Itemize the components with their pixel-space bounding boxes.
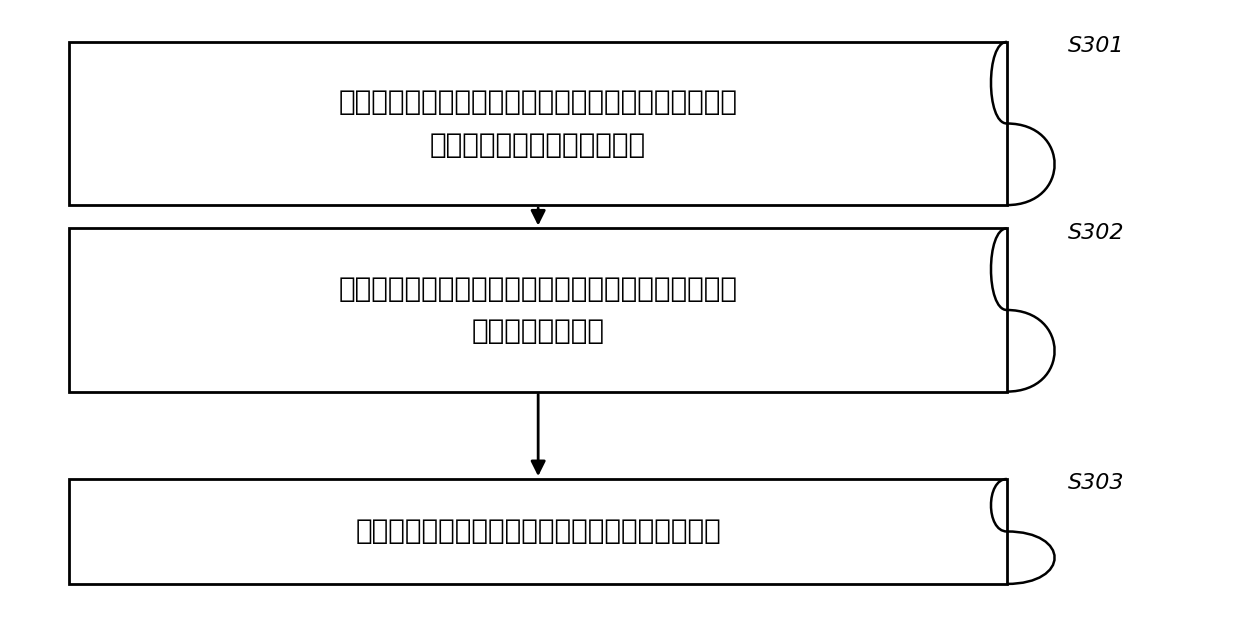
Text: 热器是否可被供电: 热器是否可被供电 xyxy=(471,317,605,345)
Text: 是否满足向加热器供电的需求: 是否满足向加热器供电的需求 xyxy=(430,131,646,159)
Text: S301: S301 xyxy=(1069,36,1125,56)
Text: 获取第一电池的电池参数，根据电池参数判断第一电池: 获取第一电池的电池参数，根据电池参数判断第一电池 xyxy=(339,88,738,117)
Text: 如果第一电池满足需求，则根据加热器的状态，判断加: 如果第一电池满足需求，则根据加热器的状态，判断加 xyxy=(339,275,738,303)
FancyBboxPatch shape xyxy=(69,228,1007,392)
Text: S302: S302 xyxy=(1069,223,1125,242)
FancyBboxPatch shape xyxy=(69,479,1007,584)
Text: S303: S303 xyxy=(1069,473,1125,493)
Text: 在加热器可被供电时，控制第一电池向加热器供电: 在加热器可被供电时，控制第一电池向加热器供电 xyxy=(356,518,720,546)
FancyBboxPatch shape xyxy=(69,42,1007,205)
